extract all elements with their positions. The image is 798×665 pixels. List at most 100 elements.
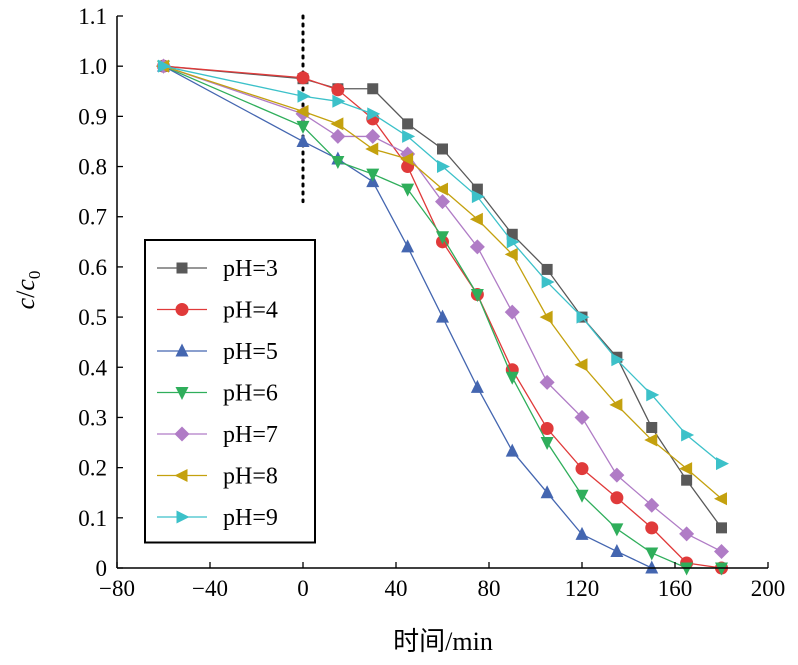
data-point	[367, 107, 381, 121]
data-point	[506, 235, 520, 249]
legend-item: pH=8	[157, 464, 278, 490]
legend-box	[144, 239, 316, 544]
data-point	[158, 59, 171, 73]
data-point	[644, 497, 660, 513]
plot-area	[156, 14, 729, 576]
data-point	[297, 89, 311, 103]
data-point	[716, 522, 727, 534]
data-point	[437, 143, 448, 155]
data-point	[679, 462, 693, 476]
legend-marker	[176, 262, 188, 274]
legend: pH=3 pH=4 pH=5 pH=6 pH=7 pH=8 pH=9	[144, 239, 316, 544]
data-point	[471, 190, 485, 204]
y-tick-label: 0.8	[78, 155, 107, 180]
series-pH=9	[158, 59, 729, 471]
series-line	[163, 65, 722, 569]
legend-item: pH=4	[157, 298, 278, 324]
data-point	[402, 129, 416, 143]
data-point	[365, 128, 381, 144]
data-point	[575, 462, 589, 476]
data-point	[681, 428, 695, 442]
data-point	[716, 457, 729, 471]
y-axis-title: c/c0	[11, 271, 44, 310]
data-point	[365, 142, 379, 156]
legend-item: pH=7	[157, 422, 278, 448]
data-point	[295, 104, 309, 118]
data-point	[574, 409, 590, 425]
series-line	[163, 65, 722, 569]
x-tick-label: 160	[658, 576, 693, 601]
legend-label: pH=5	[223, 339, 278, 365]
data-point	[331, 156, 345, 170]
legend-marker	[174, 426, 190, 442]
legend-item: pH=3	[157, 256, 278, 282]
data-point	[401, 183, 415, 197]
data-point	[296, 71, 310, 85]
data-point	[469, 239, 485, 255]
data-point	[645, 521, 659, 535]
data-point	[437, 160, 450, 174]
legend-label: pH=8	[223, 464, 278, 490]
legend-label: pH=7	[223, 422, 278, 448]
data-point	[366, 168, 380, 182]
y-tick-label: 1.0	[78, 54, 107, 79]
legend-label: pH=4	[223, 298, 278, 324]
data-point	[679, 526, 695, 542]
data-point	[436, 231, 449, 245]
data-point	[330, 117, 344, 131]
data-point	[436, 309, 449, 323]
data-point	[610, 491, 624, 505]
data-point	[540, 421, 554, 435]
data-point	[400, 152, 414, 166]
data-point	[574, 358, 588, 372]
x-tick-label: 40	[385, 576, 408, 601]
data-point	[645, 560, 659, 574]
y-tick-label: 0.5	[78, 305, 107, 330]
data-point	[611, 353, 625, 367]
y-axis-title-subscript: 0	[25, 271, 44, 280]
axes: −80 −40 0 40 80 120 160 200 0 0.1 0.2 0.3 0.4 0.5 0.6 0…	[78, 4, 785, 601]
data-point	[610, 543, 624, 557]
legend-label: pH=6	[223, 381, 278, 407]
legend-marker	[175, 387, 189, 400]
y-tick-label: 0.4	[78, 355, 107, 380]
data-point	[435, 194, 450, 210]
data-point	[540, 437, 554, 451]
x-tick-label: −80	[99, 576, 135, 601]
data-point	[332, 94, 346, 108]
data-point	[539, 310, 553, 324]
legend-label: pH=3	[223, 256, 278, 282]
data-point	[575, 489, 589, 503]
legend-marker	[175, 303, 189, 316]
x-tick-label: 80	[478, 576, 501, 601]
legend-marker	[174, 469, 188, 482]
legend-item: pH=5	[157, 339, 278, 365]
data-point	[680, 562, 694, 576]
y-tick-label: 0.6	[78, 255, 107, 280]
legend-item: pH=9	[157, 505, 278, 531]
data-point	[504, 304, 520, 320]
data-point	[645, 547, 659, 561]
data-point	[541, 275, 555, 289]
data-point	[576, 310, 590, 324]
data-point	[296, 133, 310, 147]
data-point	[505, 371, 519, 385]
data-point	[469, 212, 483, 226]
y-tick-label: 0.7	[78, 205, 107, 230]
y-axis-title-c0: c	[11, 279, 40, 291]
data-point	[575, 526, 589, 540]
data-point	[609, 398, 623, 412]
x-tick-label: 0	[297, 576, 309, 601]
series-line	[163, 65, 722, 500]
legend-label: pH=9	[223, 505, 278, 531]
y-tick-label: 1.1	[78, 4, 107, 29]
y-tick-label: 0.1	[78, 506, 107, 531]
x-tick-label: −40	[192, 576, 228, 601]
data-point	[470, 289, 484, 303]
data-point	[505, 443, 519, 457]
data-point	[715, 562, 728, 576]
data-point	[609, 467, 625, 483]
y-tick-label: 0	[96, 556, 108, 581]
y-tick-label: 0.2	[78, 456, 107, 481]
data-point	[367, 83, 379, 95]
